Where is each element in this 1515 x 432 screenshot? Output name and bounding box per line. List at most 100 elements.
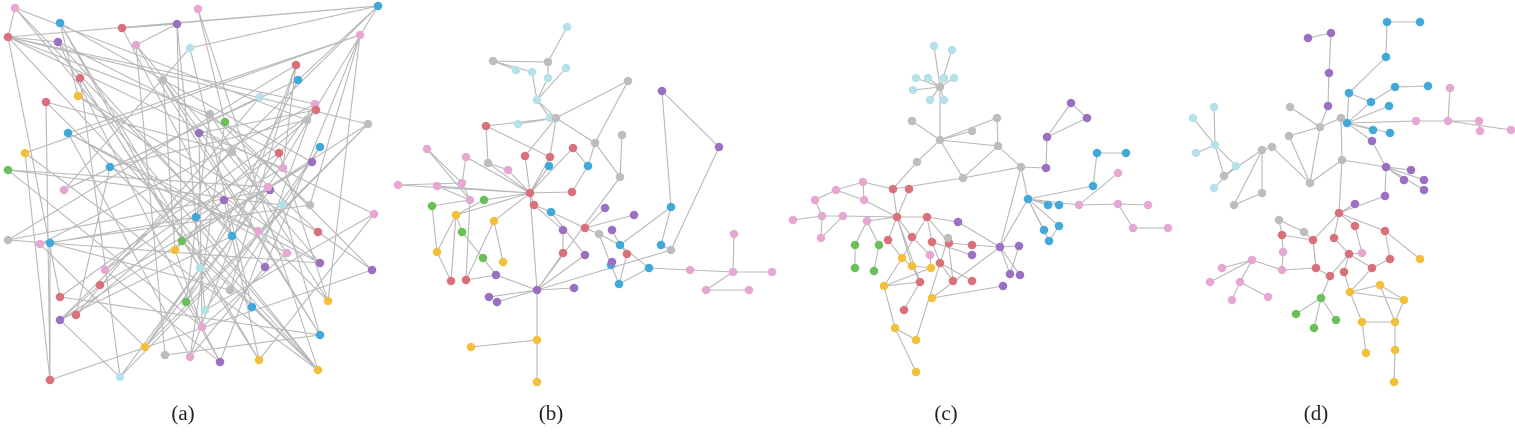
graph-node	[1263, 292, 1273, 302]
graph-node	[545, 152, 555, 162]
graph-edge	[7, 7, 16, 38]
graph-node	[908, 85, 918, 95]
graph-node	[1415, 254, 1425, 264]
graph-edge	[1394, 85, 1429, 88]
graph-node	[1257, 145, 1267, 155]
graph-edge	[939, 139, 999, 147]
graph-node	[1419, 185, 1429, 195]
graph-node	[55, 18, 65, 28]
graph-node	[1411, 116, 1421, 126]
graph-edge	[903, 281, 921, 311]
graph-edge	[939, 139, 964, 179]
graph-node	[527, 67, 537, 77]
graph-edge	[204, 213, 375, 311]
graph-edge	[426, 148, 463, 184]
graph-edge	[1192, 117, 1216, 146]
graph-node	[838, 211, 848, 221]
graph-node	[1284, 131, 1294, 141]
graph-edge	[104, 152, 280, 271]
graph-node	[511, 65, 521, 75]
graph-node	[488, 56, 498, 66]
graph-edge	[1027, 198, 1060, 227]
graph-node	[943, 233, 953, 243]
graph-edge	[1045, 136, 1048, 169]
graph-edge	[436, 214, 457, 253]
graph-node	[1331, 315, 1341, 325]
graph-node	[1217, 263, 1227, 273]
graph-node	[1368, 125, 1378, 135]
graph-edge	[24, 152, 51, 381]
graph-node	[1506, 125, 1515, 135]
graph-edge	[999, 246, 1011, 275]
graph-edge	[529, 165, 550, 194]
graph-edge	[109, 166, 259, 232]
graph-edge	[915, 237, 949, 341]
graph-node	[1082, 113, 1092, 123]
graph-edge	[198, 132, 203, 328]
graph-edge	[1213, 106, 1216, 146]
graph-edge	[57, 41, 280, 154]
graph-edge	[533, 204, 564, 231]
graph-node	[1389, 377, 1399, 387]
graph-edge	[7, 36, 369, 125]
graph-edge	[483, 192, 531, 201]
graph-node	[1415, 17, 1425, 27]
graph-node	[160, 350, 170, 360]
graph-node	[1336, 113, 1346, 123]
graph-node	[253, 226, 263, 236]
graph-edge	[436, 185, 471, 201]
graph-node	[590, 138, 600, 148]
graph-node	[227, 147, 237, 157]
graph-node	[451, 210, 461, 220]
graph-node	[291, 60, 301, 70]
graph-node	[1285, 102, 1295, 112]
graph-edge	[14, 7, 266, 268]
graph-node	[1257, 188, 1267, 198]
graph-node	[967, 240, 977, 250]
graph-edge	[1338, 212, 1386, 232]
graph-node	[728, 267, 738, 277]
graph-node	[1209, 102, 1219, 112]
graph-node	[923, 73, 933, 83]
graph-edge	[1346, 101, 1372, 124]
graph-node	[302, 115, 312, 125]
graph-node	[315, 142, 325, 152]
graph-node	[1474, 116, 1484, 126]
graph-node	[1423, 81, 1433, 91]
graph-node	[568, 143, 578, 153]
graph-node	[513, 119, 523, 129]
graph-node	[55, 315, 65, 325]
graph-node	[465, 195, 475, 205]
graph-node	[274, 148, 284, 158]
graph-edge	[1346, 120, 1417, 124]
graph-edge	[492, 60, 549, 63]
graph-node	[615, 172, 625, 182]
graph-edge	[1338, 195, 1386, 214]
graph-edge	[894, 327, 917, 373]
graph-edge	[705, 271, 734, 291]
graph-node	[191, 212, 201, 222]
graph-node	[569, 283, 579, 293]
graph-edge	[176, 23, 183, 242]
graph-edge	[529, 191, 573, 194]
graph-edge	[7, 169, 203, 328]
graph-edge	[1117, 203, 1134, 229]
graph-edge	[555, 80, 629, 119]
graph-edge	[916, 139, 941, 163]
graph-node	[859, 195, 869, 205]
graph-node	[492, 297, 502, 307]
graph-node	[1274, 215, 1284, 225]
graph-node	[1399, 175, 1409, 185]
graph-edge	[1295, 297, 1322, 315]
graph-node	[1443, 116, 1453, 126]
graph-edge	[842, 215, 898, 218]
graph-node	[1357, 248, 1367, 258]
graph-node	[313, 365, 323, 375]
graph-edge	[77, 95, 319, 233]
graph-node	[551, 113, 561, 123]
graph-node	[220, 117, 230, 127]
graph-edge	[162, 79, 176, 251]
graph-edge	[1233, 149, 1263, 206]
graph-edge	[550, 211, 586, 256]
graph-node	[915, 277, 925, 287]
